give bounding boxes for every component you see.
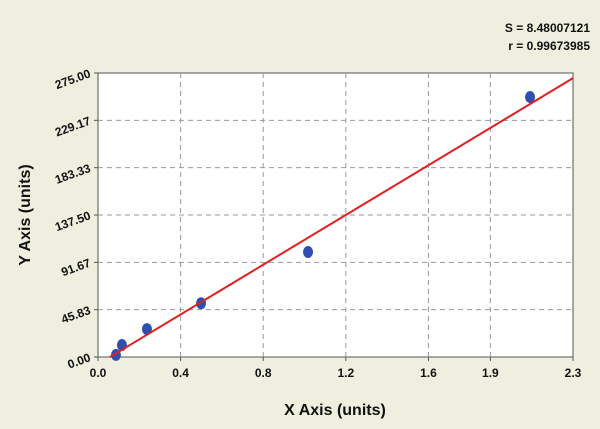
y-axis-label: Y Axis (units) — [17, 164, 34, 265]
annotation: r = 0.99673985 — [508, 39, 590, 53]
x-tick-label: 0.4 — [172, 366, 189, 380]
data-point — [303, 245, 314, 258]
x-tick-label: 1.2 — [337, 366, 354, 380]
fit-line — [109, 77, 574, 358]
data-point — [525, 90, 536, 103]
x-tick-label: 1.9 — [482, 366, 499, 380]
annotation: S = 8.48007121 — [505, 21, 590, 35]
x-tick-label: 0.8 — [255, 366, 272, 380]
x-tick-label: 1.6 — [420, 366, 437, 380]
x-axis-label: X Axis (units) — [284, 402, 386, 419]
x-tick-label: 0.0 — [90, 366, 107, 380]
x-tick-label: 2.3 — [565, 366, 582, 380]
